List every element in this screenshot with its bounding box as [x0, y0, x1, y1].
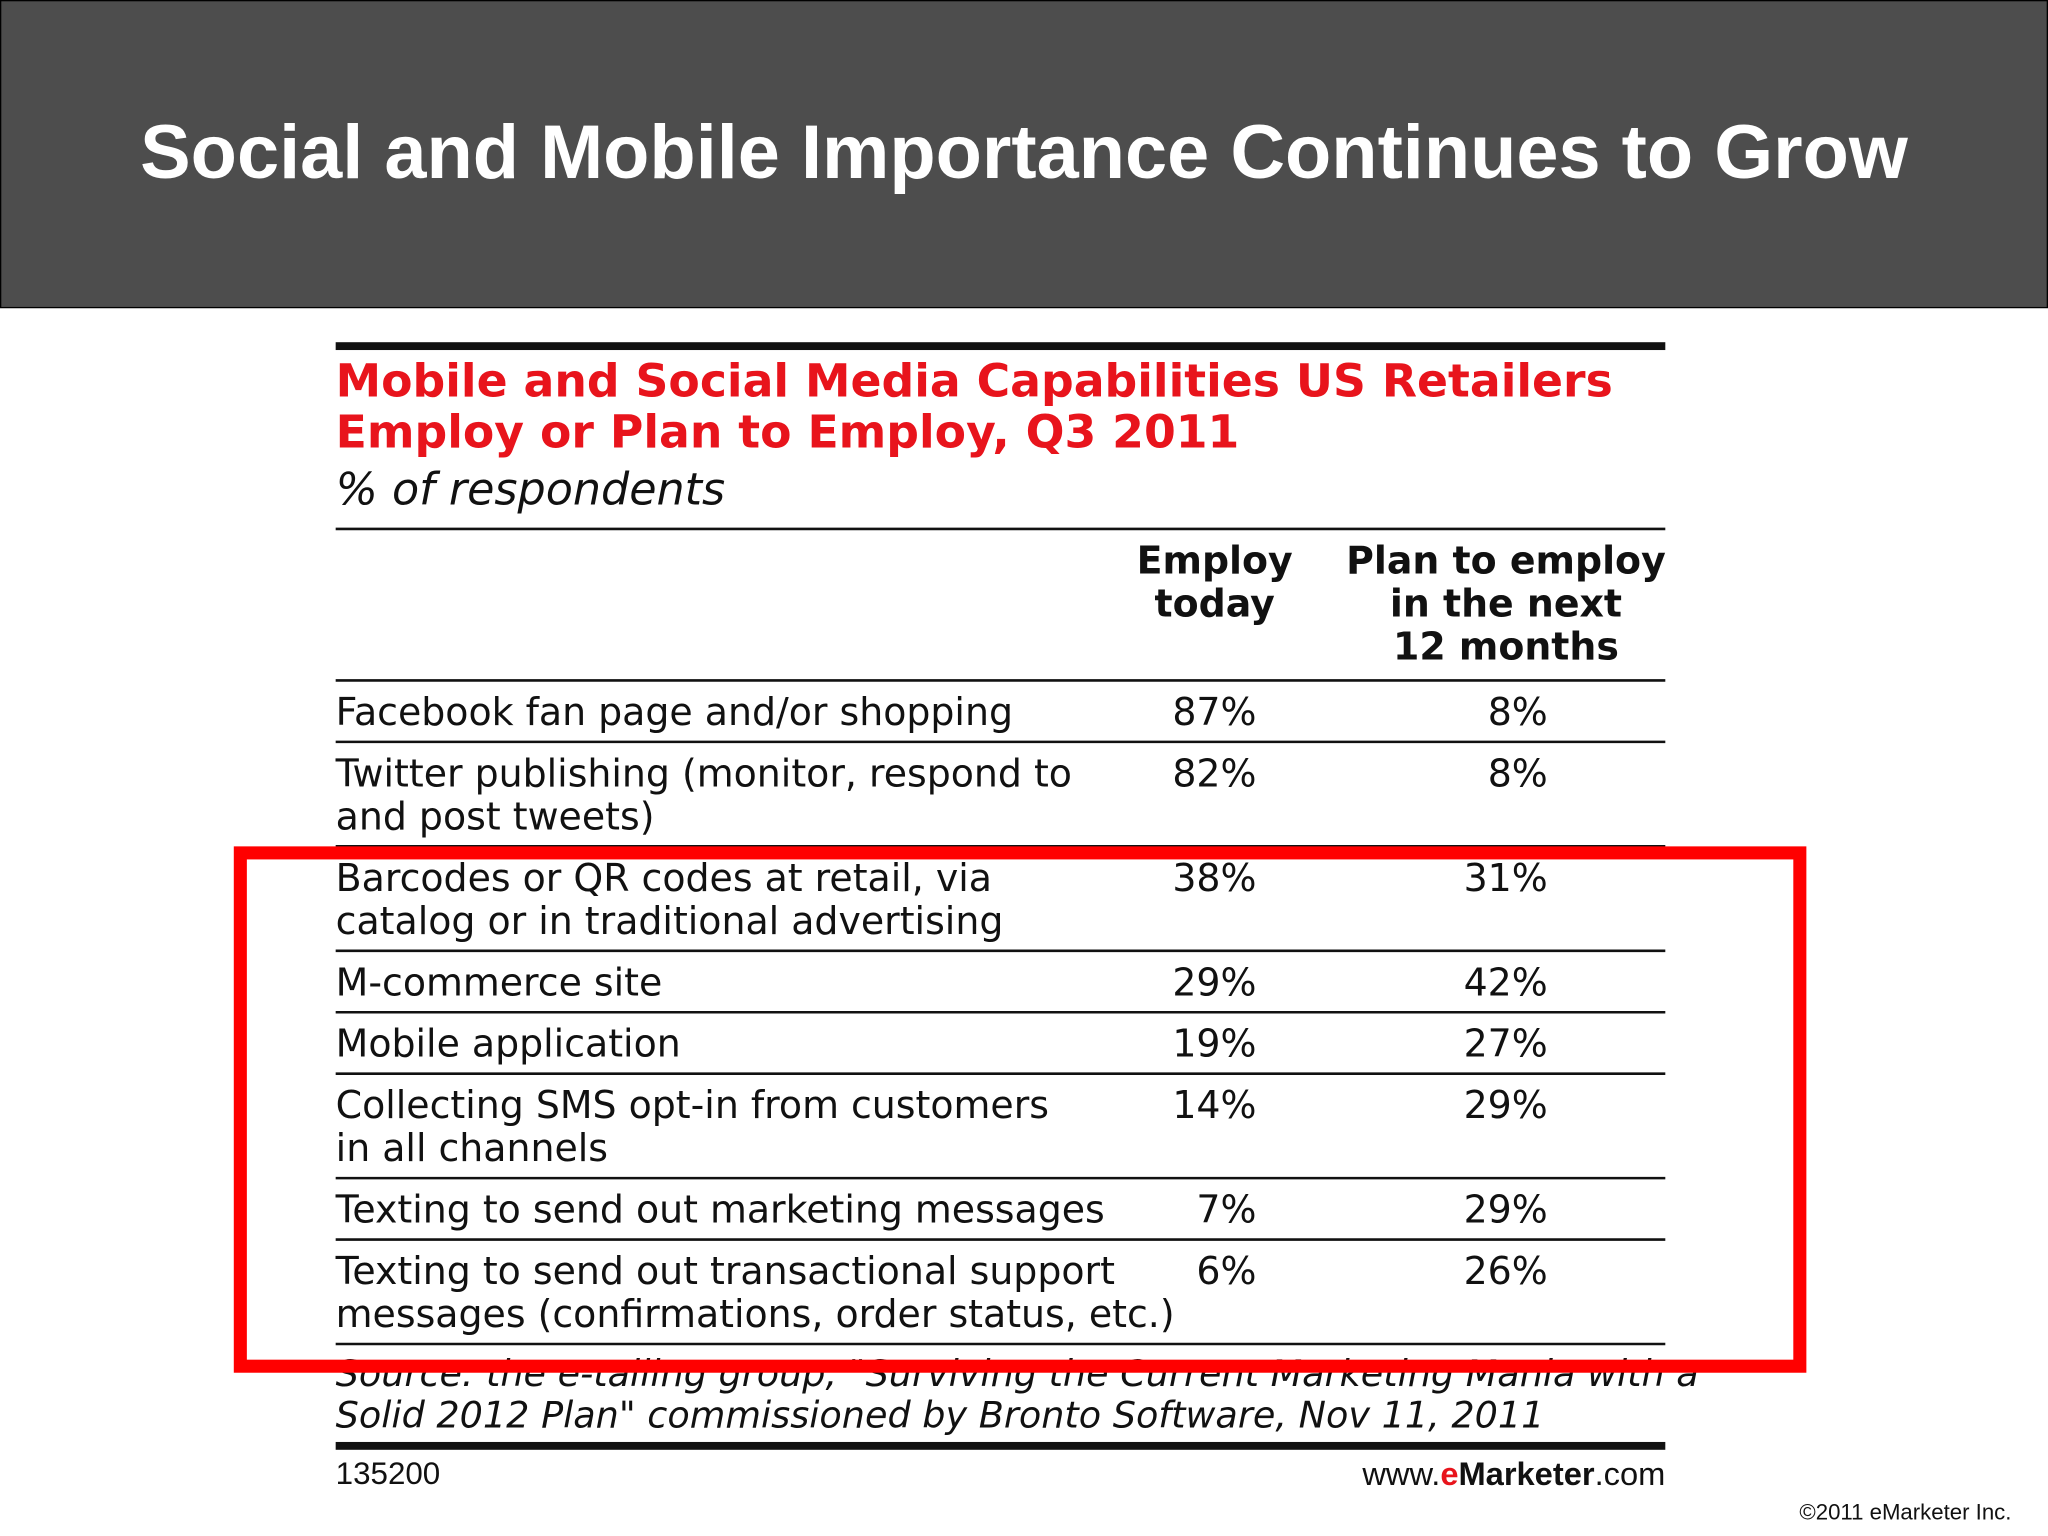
top-rule [335, 342, 1666, 351]
bottom-rule [335, 1441, 1666, 1450]
source: Source: the e-tailing group, "Surviving … [336, 1352, 1699, 1395]
source: Solid 2012 Plan" commissioned by Bronto … [336, 1394, 1545, 1437]
cell-value: 6% [1196, 1249, 1256, 1293]
cell-value: 7% [1196, 1188, 1256, 1232]
highlight-box [233, 846, 1807, 1373]
chart-id: 135200 [336, 1456, 441, 1491]
cell-value: 8% [1488, 690, 1548, 734]
cell-value: 27% [1464, 1022, 1548, 1066]
cell-value: 29% [1464, 1083, 1548, 1127]
row-label: Collecting SMS opt-in from customers [336, 1083, 1049, 1127]
column-header: in the next [1390, 582, 1622, 626]
cell-value: 8% [1488, 751, 1548, 795]
row-label: catalog or in traditional advertising [336, 899, 1004, 943]
cell-value: 14% [1172, 1083, 1256, 1127]
cell-value: 19% [1172, 1022, 1256, 1066]
row-label: Barcodes or QR codes at retail, via [336, 856, 992, 900]
cell-value: 29% [1464, 1188, 1548, 1232]
table-title: Employ or Plan to Employ, Q3 2011 [336, 405, 1240, 458]
row-label: and post tweets) [336, 794, 655, 838]
brand: www.eMarketer.com [1361, 1455, 1665, 1492]
table-subtitle: % of respondents [336, 464, 726, 515]
column-header: 12 months [1393, 625, 1619, 669]
cell-value: 82% [1172, 751, 1256, 795]
cell-value: 38% [1172, 856, 1256, 900]
cell-value: 42% [1464, 960, 1548, 1004]
table-title: Mobile and Social Media Capabilities US … [336, 355, 1613, 408]
row-label: in all channels [336, 1126, 608, 1170]
slide-title: Social and Mobile Importance Continues t… [140, 110, 1909, 195]
brand-part: e [1440, 1455, 1458, 1492]
cell-value: 31% [1464, 856, 1548, 900]
column-header: today [1155, 582, 1275, 626]
copyright: ©2011 eMarketer Inc. [1799, 1500, 2011, 1525]
row-label: Mobile application [336, 1022, 681, 1066]
column-header: Plan to employ [1346, 538, 1666, 582]
brand-part: www. [1361, 1455, 1440, 1492]
cell-value: 29% [1172, 960, 1256, 1004]
cell-value: 87% [1172, 690, 1256, 734]
row-label: Texting to send out marketing messages [335, 1188, 1105, 1232]
row-label: messages (confirmations, order status, e… [336, 1292, 1175, 1336]
column-header: Employ [1137, 538, 1293, 582]
row-label: Texting to send out transactional suppor… [335, 1249, 1115, 1293]
row-label: Twitter publishing (monitor, respond to [335, 751, 1072, 795]
brand-part: Marketer [1458, 1455, 1594, 1492]
header-band [0, 0, 2048, 309]
cell-value: 26% [1464, 1249, 1548, 1293]
row-label: Facebook fan page and/or shopping [336, 690, 1013, 734]
row-label: M-commerce site [336, 960, 663, 1004]
brand-part: .com [1595, 1455, 1666, 1492]
